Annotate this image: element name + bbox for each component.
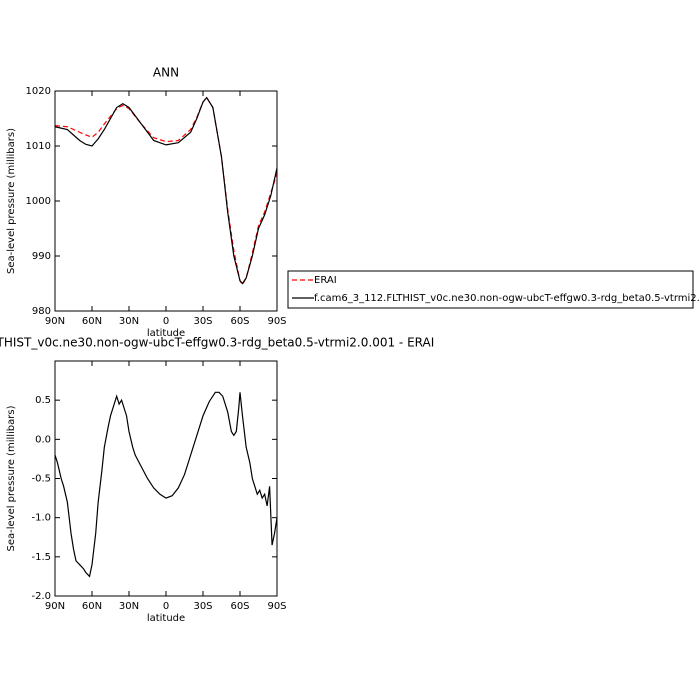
y-axis-label: Sea-level pressure (millibars): [6, 128, 17, 274]
x-tick-label: 0: [163, 601, 169, 612]
data-line: [54, 96, 278, 286]
legend-label: f.cam6_3_112.FLTHIST_v0c.ne30.non-ogw-ub…: [314, 293, 700, 304]
y-tick-label: -1.5: [31, 552, 51, 563]
y-tick-label: 0.0: [35, 434, 51, 445]
x-tick-label: 90S: [267, 316, 286, 327]
y-tick-label: 0.5: [35, 395, 51, 406]
x-tick-label: 30N: [119, 316, 139, 327]
y-tick-label: 990: [32, 251, 51, 262]
plot-frame: [54, 360, 278, 597]
x-axis-label: latitude: [147, 613, 185, 624]
y-tick-label: 1000: [26, 196, 51, 207]
y-tick-label: -2.0: [31, 591, 51, 602]
x-tick-label: 60S: [230, 601, 249, 612]
x-tick-label: 60S: [230, 316, 249, 327]
chart-title: f.cam6_3_112.FLTHIST_v0c.ne30.non-ogw-ub…: [0, 336, 434, 350]
x-tick-label: 0: [163, 316, 169, 327]
x-tick-label: 60N: [82, 316, 102, 327]
data-line: [54, 391, 278, 578]
y-tick-label: -1.0: [31, 513, 51, 524]
legend-label: ERAI: [314, 275, 337, 286]
y-axis-label: Sea-level pressure (millibars): [6, 405, 17, 551]
legend-box: [287, 270, 694, 309]
plot-frame: [54, 90, 278, 312]
x-tick-label: 90N: [45, 601, 65, 612]
x-tick-label: 30N: [119, 601, 139, 612]
y-tick-label: 980: [32, 306, 51, 317]
y-tick-label: 1020: [26, 86, 51, 97]
data-line: [54, 96, 278, 285]
x-tick-label: 30S: [193, 316, 212, 327]
x-tick-label: 90N: [45, 316, 65, 327]
x-tick-label: 60N: [82, 601, 102, 612]
chart-title: ANN: [153, 66, 179, 80]
y-tick-label: -0.5: [31, 474, 51, 485]
x-axis-label: latitude: [147, 328, 185, 339]
y-tick-label: 1010: [26, 141, 51, 152]
x-tick-label: 30S: [193, 601, 212, 612]
x-tick-label: 90S: [267, 601, 286, 612]
